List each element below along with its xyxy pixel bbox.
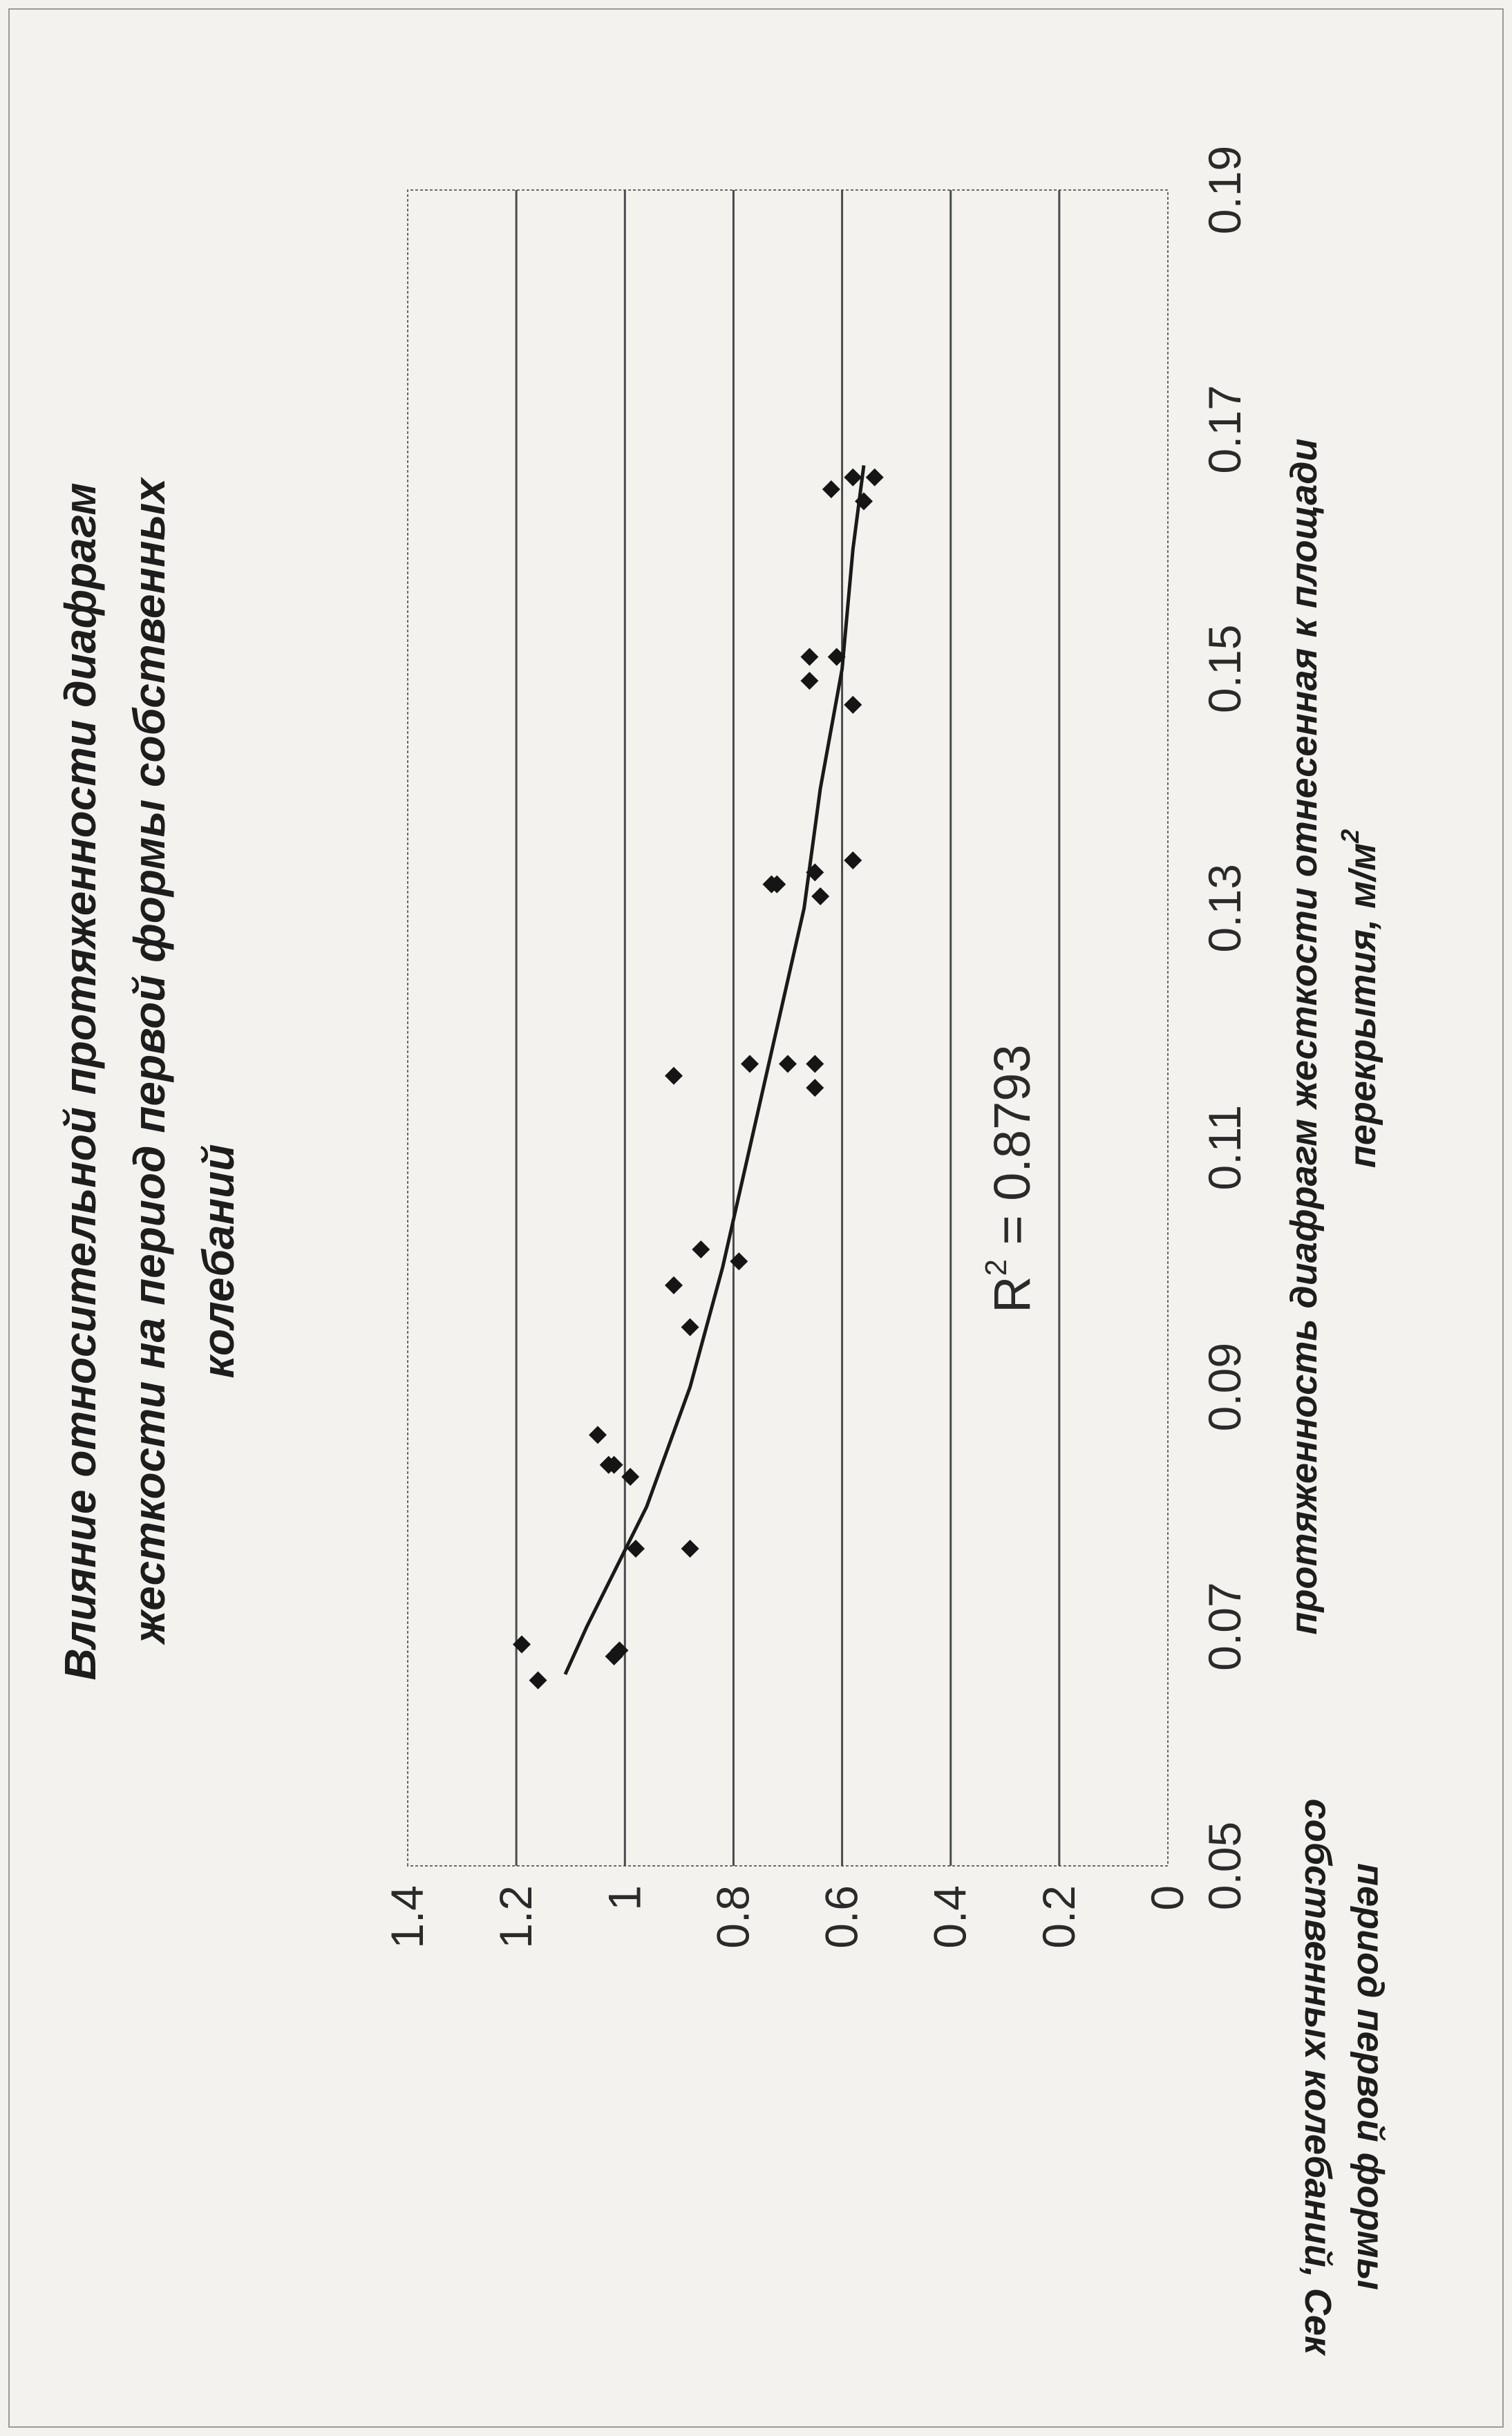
x-axis-title-superscript: 2 — [1336, 829, 1364, 844]
data-point — [768, 875, 786, 894]
y-tick-label: 0.8 — [707, 1885, 758, 1949]
r-squared-value: = 0.8793 — [983, 1044, 1041, 1259]
x-axis-title-line-2: перекрытия, м/м2 — [1336, 829, 1383, 1168]
data-point — [627, 1539, 645, 1558]
trendline — [563, 465, 866, 1675]
data-point — [822, 480, 840, 499]
gridlines — [515, 190, 1061, 1866]
x-tick-label: 0.13 — [1199, 864, 1250, 952]
data-point — [730, 1252, 748, 1271]
r-squared-base: R — [983, 1276, 1041, 1313]
x-tick-label: 0.19 — [1199, 146, 1250, 234]
data-point — [800, 648, 819, 666]
y-tick-label: 1.4 — [381, 1885, 433, 1949]
data-point — [844, 468, 862, 487]
y-axis-title-line-1: период первой формы — [1350, 1863, 1391, 2290]
tick-labels: 0 0.2 0.4 0.6 0.8 1 1.2 1.4 0.05 0.07 0.09 0.11 0.13… — [381, 146, 1250, 1949]
data-point — [692, 1240, 710, 1258]
data-point — [827, 648, 846, 666]
y-tick-label: 0.6 — [816, 1885, 867, 1949]
x-tick-label: 0.15 — [1199, 625, 1250, 713]
chart-title-line-3: колебаний — [193, 1144, 243, 1379]
x-tick-label: 0.07 — [1199, 1582, 1250, 1670]
data-point — [779, 1055, 797, 1073]
data-point — [844, 851, 862, 869]
data-point — [806, 863, 824, 882]
data-point — [681, 1318, 699, 1337]
data-point — [800, 672, 819, 690]
data-point — [806, 1055, 824, 1073]
x-tick-label: 0.09 — [1199, 1343, 1250, 1431]
data-point — [806, 1079, 824, 1097]
y-tick-label: 0.4 — [925, 1885, 976, 1949]
data-point — [589, 1426, 607, 1444]
data-point — [665, 1066, 683, 1085]
x-axis-title-unit: перекрытия, м/м — [1342, 843, 1383, 1168]
chart-title-line-2: жесткости на период первой формы собстве… — [124, 477, 174, 1645]
data-point — [529, 1671, 547, 1690]
data-point — [865, 468, 884, 487]
y-axis-title: период первой формы собственных колебани… — [1297, 1799, 1391, 2357]
plot-area-border — [407, 189, 1169, 1867]
data-point — [741, 1055, 759, 1073]
x-tick-label: 0.17 — [1199, 385, 1250, 473]
data-point — [665, 1276, 683, 1294]
x-tick-label: 0.05 — [1199, 1822, 1250, 1910]
r-squared-annotation: R2 = 0.8793 — [979, 1044, 1041, 1313]
data-point — [811, 887, 830, 905]
data-point — [681, 1539, 699, 1558]
y-tick-label: 1 — [598, 1885, 650, 1911]
x-axis-title-line-1: протяженность диафрагм жесткости отнесен… — [1283, 439, 1325, 1635]
r-squared-superscript: 2 — [979, 1259, 1013, 1276]
chart-title-line-1: Влияние относительной протяженности диаф… — [55, 482, 105, 1680]
data-point — [599, 1455, 618, 1474]
data-points — [513, 468, 884, 1690]
y-tick-label: 1.2 — [490, 1885, 541, 1949]
y-tick-label: 0.2 — [1033, 1885, 1084, 1949]
page-frame — [8, 8, 1504, 2428]
y-tick-label: 0 — [1142, 1885, 1193, 1911]
x-tick-label: 0.11 — [1199, 1105, 1250, 1191]
data-point — [855, 492, 873, 511]
data-point — [844, 695, 862, 714]
y-axis-title-line-2: собственных колебаний, Сек — [1297, 1799, 1339, 2357]
